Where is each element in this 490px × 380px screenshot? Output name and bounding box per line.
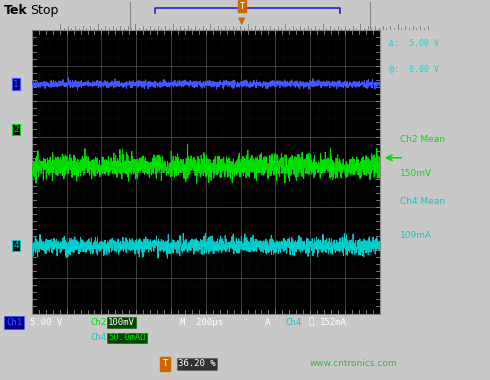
Text: Ch2: Ch2	[90, 318, 106, 327]
Text: 36.20 %: 36.20 %	[178, 359, 216, 368]
Text: M  200μs: M 200μs	[180, 318, 223, 327]
Text: 2: 2	[13, 125, 19, 134]
Text: T: T	[240, 2, 245, 11]
Text: 50.0mAΩ: 50.0mAΩ	[108, 333, 146, 342]
Text: 5.00 V: 5.00 V	[30, 318, 62, 327]
Text: 109mA: 109mA	[400, 231, 432, 241]
Text: 152mA: 152mA	[320, 318, 347, 327]
Text: Stop: Stop	[30, 4, 58, 17]
Text: 1: 1	[13, 80, 19, 89]
Text: 4: 4	[13, 241, 19, 250]
Text: Ch2 Mean: Ch2 Mean	[400, 135, 445, 144]
Text: Ch4: Ch4	[90, 333, 106, 342]
Text: A: A	[265, 318, 270, 327]
Text: ▼: ▼	[238, 15, 246, 25]
Text: Tek: Tek	[4, 4, 28, 17]
Text: 150mV: 150mV	[400, 169, 432, 178]
Text: Ch4 Mean: Ch4 Mean	[400, 197, 445, 206]
Text: T: T	[162, 359, 168, 368]
Text: @:  0.00 V: @: 0.00 V	[389, 64, 439, 73]
Text: ∯: ∯	[308, 318, 314, 327]
Text: Ch4: Ch4	[285, 318, 301, 327]
Text: Ch1: Ch1	[6, 318, 22, 327]
Text: Δ:  5.00 V: Δ: 5.00 V	[389, 39, 439, 48]
Text: www.cntronics.com: www.cntronics.com	[310, 359, 397, 368]
Text: 100mV: 100mV	[108, 318, 135, 327]
